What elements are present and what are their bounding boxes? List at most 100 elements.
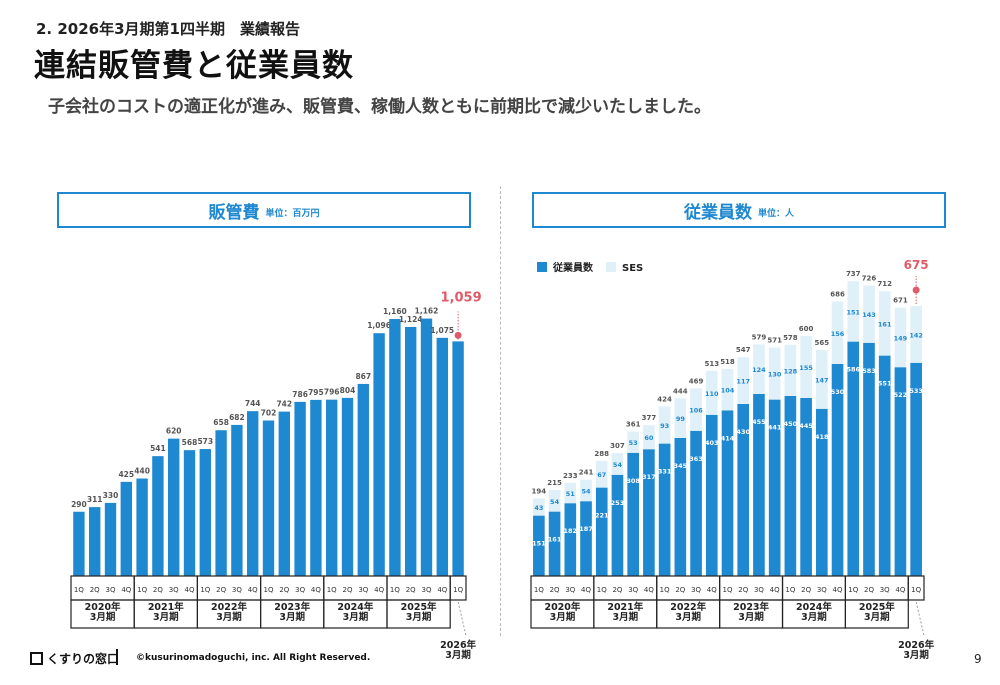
sga-year-label: 2022年 (211, 601, 247, 613)
employee-bar (580, 501, 592, 576)
employee-total-label: 513 (704, 360, 719, 368)
employee-total-label: 686 (830, 291, 845, 299)
employee-total-label: 424 (657, 395, 672, 403)
employee-value-label: 450 (784, 420, 798, 428)
employee-bar (548, 511, 561, 576)
employee-year-label: 2021年 (607, 601, 643, 613)
employee-quarter-label: 4Q (833, 586, 843, 594)
sga-year-label: 2023年 (274, 601, 310, 613)
employee-year-box (844, 599, 909, 629)
employee-total-label: 737 (846, 270, 861, 278)
employee-value-label: 533 (909, 387, 923, 395)
employee-value-label: 253 (611, 499, 625, 507)
sga-bar (420, 318, 433, 576)
employee-bar (831, 364, 844, 576)
ses-bar (548, 490, 561, 512)
employee-quarter-label: 2Q (612, 586, 622, 594)
employee-quarter-label: 3Q (565, 586, 575, 594)
sga-bar (89, 507, 101, 576)
sga-value-label: 796 (324, 388, 340, 397)
ses-value-label: 147 (815, 376, 829, 384)
sga-year-label: 3月期 (343, 611, 369, 623)
employee-bar (816, 408, 828, 576)
employee-bar (800, 398, 812, 576)
employee-quarter-label: 2Q (675, 586, 685, 594)
ses-bar (690, 388, 702, 431)
employee-quarter-label: 4Q (770, 586, 780, 594)
ses-value-label: 142 (909, 331, 923, 339)
employee-bar (863, 342, 875, 576)
sga-year-label: 2021年 (148, 601, 184, 613)
employee-year-label: 3月期 (550, 611, 576, 623)
sga-value-label: 804 (340, 386, 356, 395)
employee-year-label: 2022年 (670, 601, 706, 613)
sga-quarter-label: 3Q (295, 586, 305, 594)
legend-swatch-ses (606, 262, 616, 272)
sga-value-label: 795 (308, 388, 324, 397)
sga-year-label: 2026年 (440, 639, 476, 651)
sga-value-label: 702 (261, 408, 277, 417)
sga-bar (247, 411, 259, 576)
sga-year-leader (457, 601, 467, 637)
copyright: ©kusurinomadoguchi, inc. All Right Reser… (136, 653, 371, 663)
sga-value-label: 568 (182, 438, 198, 447)
employee-value-label: 331 (658, 468, 672, 476)
employee-quarter-label: 3Q (754, 586, 764, 594)
employee-quarter-label: 3Q (817, 586, 827, 594)
employee-year-label: 2025年 (859, 601, 895, 613)
sga-quarter-label: 1Q (264, 586, 274, 594)
employee-value-label: 363 (689, 455, 703, 463)
ses-bar (611, 453, 624, 475)
employee-value-label: 345 (674, 462, 688, 470)
employee-bar (643, 449, 655, 576)
sga-quarter-label: 4Q (248, 586, 258, 594)
employee-quarter-label: 4Q (707, 586, 717, 594)
employee-total-label: 565 (815, 339, 830, 347)
sga-value-label: 290 (71, 500, 87, 509)
employee-year-leader (915, 601, 925, 637)
employee-total-label: 726 (862, 275, 877, 283)
ses-bar (737, 357, 750, 404)
sga-quarter-label: 4Q (437, 586, 447, 594)
employee-quarter-label: 2Q (738, 586, 748, 594)
employee-bar (533, 515, 545, 576)
employee-quarter-label: 1Q (723, 586, 733, 594)
sga-quarter-label: 3Q (232, 586, 242, 594)
ses-bar (831, 301, 844, 364)
sga-value-label: 867 (355, 372, 371, 381)
ses-value-label: 110 (705, 390, 719, 398)
ses-value-label: 99 (676, 415, 686, 423)
employee-value-label: 403 (705, 439, 719, 447)
ses-value-label: 124 (752, 366, 766, 374)
sga-quarter-label: 1Q (74, 586, 84, 594)
sga-value-label: 311 (87, 495, 103, 504)
employee-year-label: 2020年 (544, 601, 580, 613)
employee-total-label: 469 (689, 377, 704, 385)
employee-highlight-dot (912, 286, 920, 294)
employee-total-label: 712 (877, 280, 892, 288)
ses-bar (674, 398, 687, 438)
ses-value-label: 130 (768, 371, 782, 379)
sga-year-label: 2025年 (401, 601, 437, 613)
sga-value-label: 744 (245, 399, 261, 408)
sga-bar (168, 438, 180, 576)
sga-bar (215, 430, 227, 576)
sga-year-label: 3月期 (279, 611, 305, 623)
section-label: 2. 2026年3月期第1四半期 業績報告 (36, 20, 300, 38)
employee-value-label: 182 (564, 527, 578, 535)
employee-bar (611, 474, 624, 576)
employee-year-label: 3月期 (903, 649, 929, 661)
employee-year-label: 2024年 (796, 601, 832, 613)
sga-value-label: 658 (213, 418, 229, 427)
legend-label-ses: SES (622, 263, 643, 274)
employee-quarter-label: 1Q (911, 586, 921, 594)
employee-total-label: 194 (532, 487, 547, 495)
ses-bar (705, 370, 718, 415)
sga-year-label: 3月期 (216, 611, 242, 623)
sga-value-label: 1,096 (367, 321, 391, 330)
sga-bar (373, 333, 385, 576)
employee-bar (564, 503, 577, 576)
employee-quarter-label: 1Q (660, 586, 670, 594)
employee-total-label: 600 (799, 325, 814, 333)
sga-quarter-label: 2Q (216, 586, 226, 594)
